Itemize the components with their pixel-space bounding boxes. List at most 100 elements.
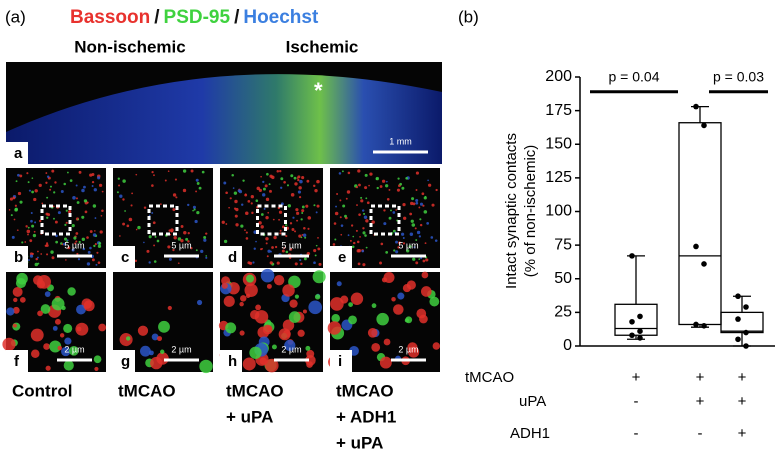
puncta [424,242,427,245]
puncta [31,252,34,255]
puncta [385,180,388,183]
puncta [364,234,367,237]
puncta [89,246,92,250]
data-point [735,316,741,322]
puncta [356,204,358,207]
puncta [253,247,256,250]
puncta [296,211,300,215]
puncta [11,235,15,239]
puncta [418,235,422,238]
puncta [268,183,271,186]
column-header: Non-ischemic [74,37,185,56]
data-point [735,336,741,343]
puncta [341,170,344,173]
puncta [50,250,54,254]
puncta [94,230,96,232]
puncta [358,213,361,216]
puncta [75,240,78,243]
puncta [358,183,361,187]
puncta [379,185,383,188]
puncta [410,201,414,206]
puncta [271,246,274,249]
puncta [419,202,424,206]
puncta [350,292,364,305]
puncta [154,235,157,238]
puncta [8,209,11,211]
puncta [172,208,176,212]
y-axis-label: Intact synaptic contacts [503,133,520,289]
puncta [280,177,284,181]
puncta [95,263,98,266]
puncta [355,186,359,189]
stain-name: Bassoon [70,7,150,28]
puncta [289,247,293,251]
y-tick-label: 175 [545,102,572,119]
caption: tMCAO [336,381,394,400]
puncta [87,250,91,254]
puncta [229,197,232,200]
puncta [73,236,77,240]
puncta [415,261,419,265]
puncta [398,241,401,245]
y-axis-label: (% of non-ischemic) [522,145,539,278]
condition-mark: - [698,425,703,442]
puncta [267,249,271,253]
puncta [69,179,73,182]
puncta [380,242,384,246]
puncta [46,175,50,178]
puncta [182,169,187,173]
puncta [317,237,319,239]
puncta [247,199,251,203]
puncta [244,193,247,196]
puncta [46,196,49,199]
puncta [31,190,34,194]
puncta [349,239,352,242]
puncta [303,257,307,261]
puncta [27,181,30,184]
puncta [233,191,238,195]
puncta [117,177,120,180]
puncta [255,199,259,202]
puncta [77,218,79,221]
puncta [89,230,93,233]
puncta [92,233,97,237]
puncta [415,198,419,203]
puncta [256,186,261,191]
puncta [435,188,438,192]
puncta [61,243,64,246]
puncta [152,221,156,225]
data-point [629,318,635,325]
letter-box [220,246,242,268]
puncta [265,197,270,202]
puncta [419,314,428,324]
puncta [146,249,150,253]
puncta [318,262,322,266]
puncta [116,191,119,194]
puncta [273,275,285,286]
puncta [294,230,297,233]
puncta [122,198,125,201]
puncta [245,231,248,234]
puncta [225,223,228,225]
puncta [264,358,279,373]
puncta [263,207,266,210]
puncta [33,275,43,286]
puncta [122,179,126,183]
puncta [302,233,307,238]
letter-box [330,350,352,372]
puncta [65,221,68,224]
inset-box [256,204,287,236]
puncta [285,250,289,254]
puncta [294,262,298,266]
puncta [196,182,200,185]
puncta [137,325,149,336]
puncta [71,248,75,252]
puncta [148,235,152,239]
puncta [266,172,269,176]
puncta [266,325,272,332]
puncta [283,180,286,184]
puncta [301,211,304,214]
panel-letter: f [14,353,20,370]
puncta [134,259,138,263]
puncta [397,292,405,300]
